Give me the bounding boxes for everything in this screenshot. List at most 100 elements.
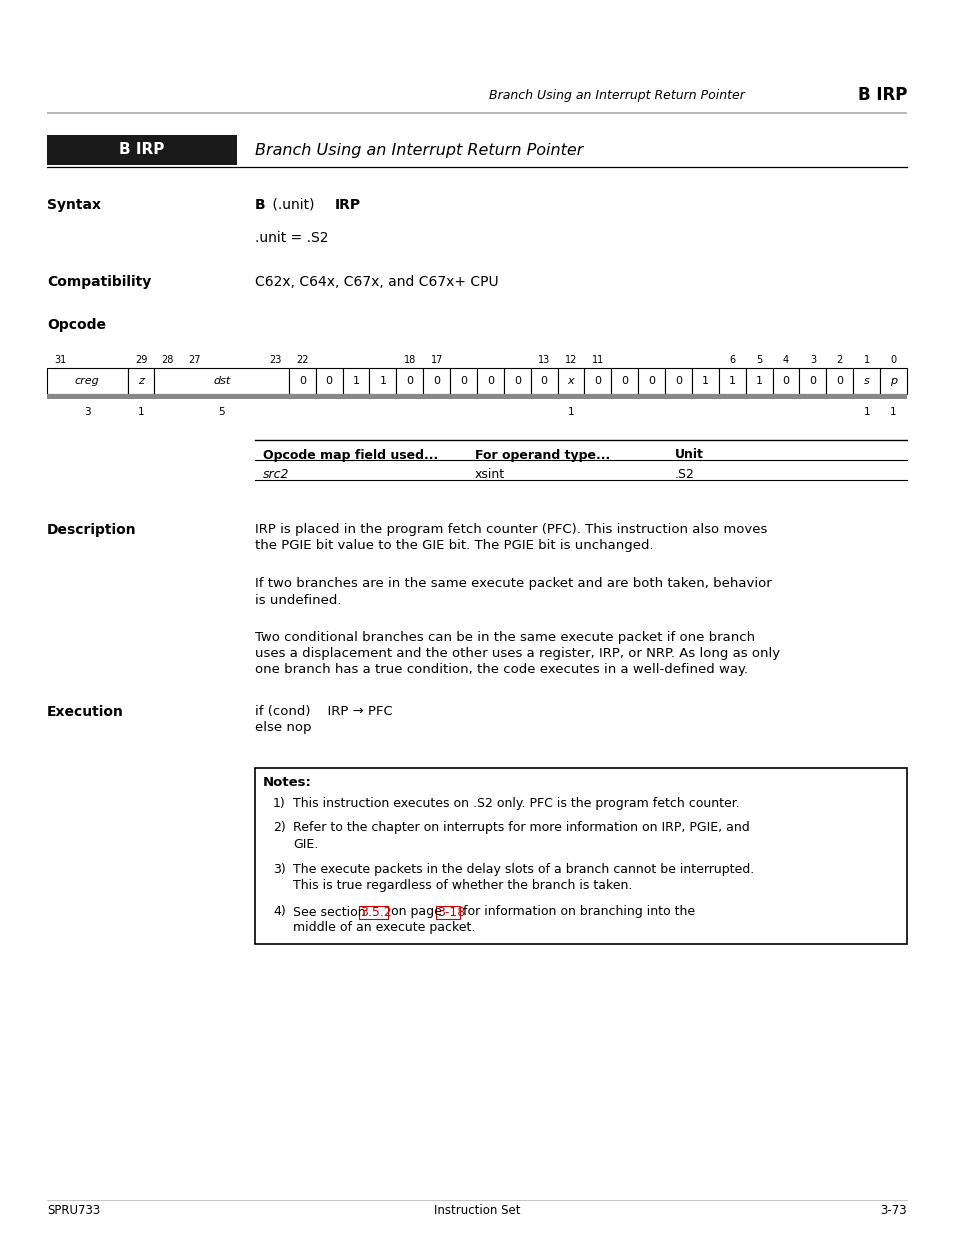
Text: GIE.: GIE. [293,837,318,851]
Bar [154,368,289,394]
Text: Two conditional branches can be in the same execute packet if one branch: Two conditional branches can be in the s… [254,631,755,645]
Text: Branch Using an Interrupt Return Pointer: Branch Using an Interrupt Return Pointer [489,89,744,101]
Text: uses a displacement and the other uses a register, IRP, or NRP. As long as only: uses a displacement and the other uses a… [254,647,780,661]
Text: 0: 0 [459,375,467,387]
Text: 0: 0 [836,375,842,387]
Text: 1: 1 [728,375,735,387]
Text: For operand type...: For operand type... [475,448,610,462]
Text: 0: 0 [540,375,547,387]
Text: 23: 23 [269,354,281,366]
Text: .S2: .S2 [675,468,694,480]
Text: else nop: else nop [254,721,312,735]
Text: 3-18: 3-18 [436,905,465,919]
Text: 3.5.2: 3.5.2 [359,905,391,919]
Text: 0: 0 [298,375,306,387]
Text: on page: on page [387,905,446,919]
Text: Opcode map field used...: Opcode map field used... [263,448,437,462]
Text: 2: 2 [836,354,842,366]
Text: If two branches are in the same execute packet and are both taken, behavior: If two branches are in the same execute … [254,578,771,590]
Text: This is true regardless of whether the branch is taken.: This is true regardless of whether the b… [293,879,632,893]
Bar [315,368,342,394]
Bar [691,368,719,394]
Bar [476,368,503,394]
Text: 4): 4) [273,905,286,919]
Text: Branch Using an Interrupt Return Pointer: Branch Using an Interrupt Return Pointer [254,142,583,158]
Text: 1: 1 [755,375,761,387]
Text: 0: 0 [675,375,681,387]
Text: 13: 13 [537,354,550,366]
Bar [799,368,825,394]
Bar [558,368,584,394]
Text: 0: 0 [594,375,600,387]
Text: for information on branching into the: for information on branching into the [459,905,695,919]
Text: the PGIE bit value to the GIE bit. The PGIE bit is unchanged.: the PGIE bit value to the GIE bit. The P… [254,540,653,552]
Text: .unit = .S2: .unit = .S2 [254,231,328,245]
Text: 2): 2) [273,821,286,835]
Text: if (cond)    IRP → PFC: if (cond) IRP → PFC [254,705,393,719]
Bar [47,135,236,165]
Text: 1: 1 [353,375,359,387]
Text: one branch has a true condition, the code executes in a well-defined way.: one branch has a true condition, the cod… [254,663,747,677]
Bar [289,368,315,394]
Text: IRP: IRP [335,198,361,212]
Text: Opcode: Opcode [47,317,106,332]
Text: 3): 3) [273,863,286,877]
Text: 0: 0 [406,375,413,387]
Text: 1: 1 [379,375,386,387]
Text: This instruction executes on .S2 only. PFC is the program fetch counter.: This instruction executes on .S2 only. P… [293,798,739,810]
Bar [342,368,369,394]
Text: is undefined.: is undefined. [254,594,341,606]
Text: 3: 3 [809,354,815,366]
Bar [745,368,772,394]
Text: The execute packets in the delay slots of a branch cannot be interrupted.: The execute packets in the delay slots o… [293,863,754,877]
Bar [664,368,691,394]
Text: 1: 1 [862,408,869,417]
Text: creg: creg [75,375,99,387]
Text: 27: 27 [189,354,201,366]
Text: 0: 0 [514,375,520,387]
Text: 17: 17 [430,354,442,366]
Bar [825,368,852,394]
Bar [436,906,460,919]
Text: xsint: xsint [475,468,504,480]
Text: z: z [138,375,144,387]
Text: 0: 0 [486,375,494,387]
Text: C62x, C64x, C67x, and C67x+ CPU: C62x, C64x, C67x, and C67x+ CPU [254,275,498,289]
Bar [395,368,423,394]
Bar [450,368,476,394]
Text: 1: 1 [137,408,144,417]
Bar [358,906,388,919]
Text: 1): 1) [273,798,286,810]
Text: B: B [254,198,265,212]
Text: x: x [567,375,574,387]
Text: 1: 1 [567,408,574,417]
Bar [254,768,906,944]
Text: SPRU733: SPRU733 [47,1203,100,1216]
Bar [369,368,395,394]
Bar [584,368,611,394]
Text: dst: dst [213,375,230,387]
Bar [47,368,128,394]
Text: 1: 1 [889,408,896,417]
Bar [880,368,906,394]
Text: 12: 12 [564,354,577,366]
Text: p: p [889,375,896,387]
Text: 11: 11 [591,354,603,366]
Text: 18: 18 [403,354,416,366]
Bar [423,368,450,394]
Text: 1: 1 [701,375,708,387]
Text: 0: 0 [325,375,333,387]
Bar [638,368,664,394]
Text: Description: Description [47,522,136,537]
Bar [852,368,880,394]
Text: 0: 0 [889,354,896,366]
Bar [772,368,799,394]
Bar [503,368,530,394]
Text: src2: src2 [263,468,289,480]
Text: Instruction Set: Instruction Set [434,1203,519,1216]
Text: B IRP: B IRP [119,142,165,158]
Bar [128,368,154,394]
Text: Execution: Execution [47,705,124,719]
Text: Compatibility: Compatibility [47,275,152,289]
Text: s: s [862,375,868,387]
